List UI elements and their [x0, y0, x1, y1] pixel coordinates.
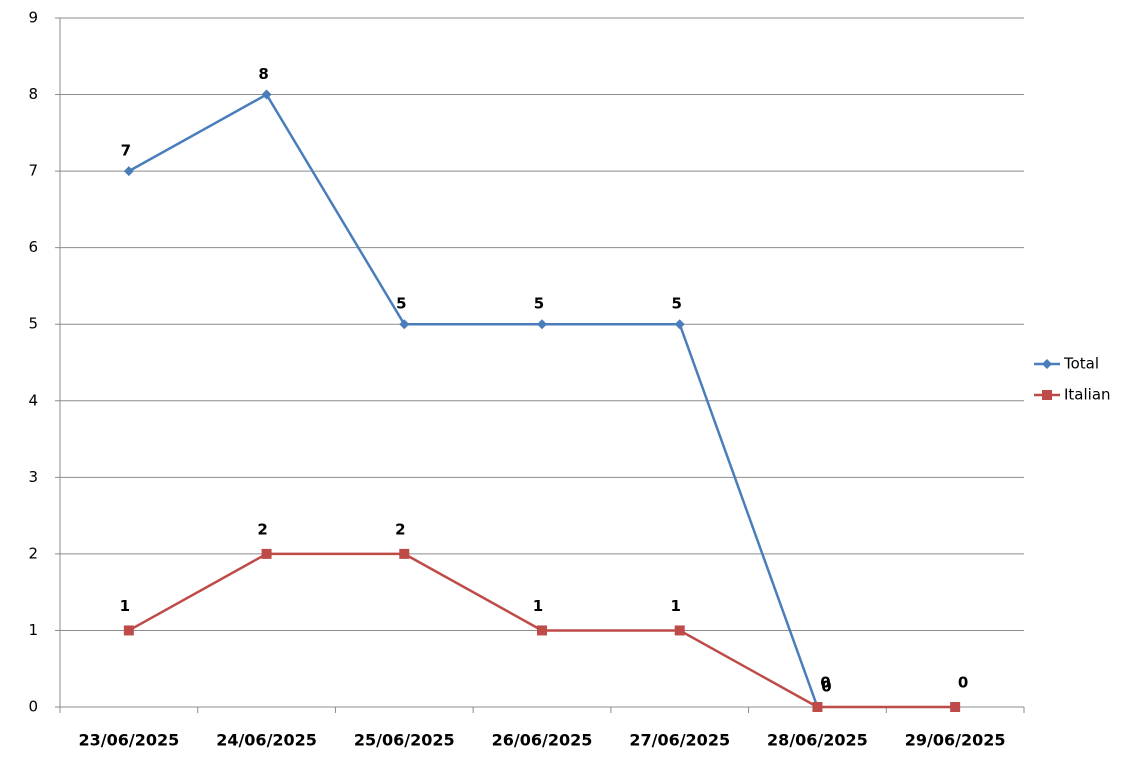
- x-tick-label: 29/06/2025: [905, 731, 1006, 750]
- data-label: 7: [121, 142, 131, 160]
- data-point: [674, 319, 685, 330]
- data-point: [399, 319, 410, 330]
- data-label: 2: [395, 520, 405, 538]
- y-tick-label: 7: [28, 162, 38, 180]
- y-tick-label: 6: [28, 238, 38, 256]
- x-tick-label: 23/06/2025: [78, 731, 179, 750]
- x-tick-label: 27/06/2025: [629, 731, 730, 750]
- x-tick-label: 24/06/2025: [216, 731, 317, 750]
- data-label: 5: [396, 295, 406, 313]
- legend-label: Total: [1063, 355, 1099, 373]
- data-label: 1: [533, 597, 543, 615]
- data-label: 0: [958, 674, 968, 692]
- y-tick-label: 8: [28, 85, 38, 103]
- data-point: [950, 702, 961, 712]
- data-label: 0: [821, 678, 831, 696]
- y-tick-label: 1: [28, 621, 38, 639]
- data-point: [399, 548, 410, 559]
- legend-marker: [1042, 359, 1052, 369]
- data-point: [123, 166, 134, 177]
- data-label: 0: [820, 674, 830, 692]
- data-point: [261, 548, 272, 559]
- data-label: 5: [534, 295, 544, 313]
- y-tick-label: 0: [28, 698, 38, 716]
- y-tick-label: 5: [28, 315, 38, 333]
- legend-marker: [1042, 390, 1052, 400]
- data-label: 2: [257, 520, 267, 538]
- series-line: [128, 92, 819, 708]
- data-point: [812, 702, 823, 712]
- data-label: 8: [258, 65, 268, 83]
- data-point: [537, 625, 547, 636]
- y-tick-label: 3: [28, 468, 38, 486]
- y-tick-label: 2: [28, 544, 38, 562]
- data-point: [261, 89, 272, 100]
- data-point: [123, 625, 134, 636]
- x-tick-label: 26/06/2025: [492, 731, 593, 750]
- data-point: [674, 625, 685, 636]
- y-tick-label: 9: [28, 9, 38, 27]
- x-tick-label: 25/06/2025: [354, 731, 455, 750]
- data-point: [537, 319, 547, 330]
- data-label: 1: [120, 597, 130, 615]
- data-label: 5: [671, 295, 681, 313]
- y-tick-label: 4: [28, 391, 38, 409]
- legend-label: Italian: [1064, 386, 1111, 404]
- x-tick-label: 28/06/2025: [767, 731, 868, 750]
- data-label: 1: [670, 597, 680, 615]
